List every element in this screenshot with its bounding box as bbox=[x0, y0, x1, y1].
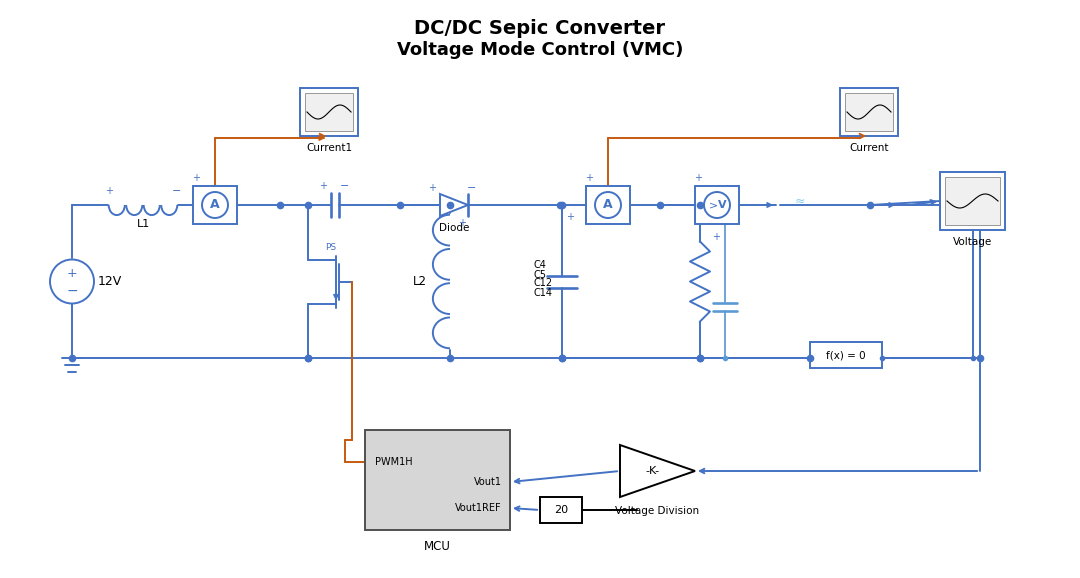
Text: L2: L2 bbox=[413, 275, 427, 288]
Text: +: + bbox=[458, 218, 465, 228]
Text: +: + bbox=[319, 181, 327, 191]
Text: Vout1REF: Vout1REF bbox=[456, 503, 502, 513]
Bar bbox=[810, 342, 882, 368]
Bar bbox=[840, 88, 897, 136]
Text: V: V bbox=[718, 200, 727, 210]
Text: Diode: Diode bbox=[438, 223, 469, 233]
Bar bbox=[696, 186, 739, 224]
Text: f(x) = 0: f(x) = 0 bbox=[826, 350, 866, 360]
Bar bbox=[940, 172, 1005, 230]
Text: ≈: ≈ bbox=[795, 195, 806, 208]
Bar bbox=[300, 88, 357, 136]
Text: Voltage Division: Voltage Division bbox=[616, 506, 700, 516]
Text: Current1: Current1 bbox=[306, 143, 352, 153]
Text: L1: L1 bbox=[136, 219, 150, 229]
Text: +: + bbox=[694, 173, 702, 183]
Text: +: + bbox=[566, 212, 573, 222]
Text: +: + bbox=[428, 183, 436, 193]
Text: Voltage: Voltage bbox=[953, 237, 993, 247]
Bar bbox=[305, 93, 353, 131]
Text: C4: C4 bbox=[534, 261, 546, 271]
Text: C14: C14 bbox=[534, 287, 553, 298]
Polygon shape bbox=[440, 194, 468, 216]
Bar bbox=[586, 186, 630, 224]
Text: −: − bbox=[173, 186, 181, 196]
Text: +: + bbox=[585, 173, 593, 183]
Text: −: − bbox=[340, 181, 350, 191]
Text: +: + bbox=[712, 232, 720, 243]
Text: C5: C5 bbox=[534, 269, 546, 280]
Text: -K-: -K- bbox=[646, 466, 660, 476]
Circle shape bbox=[202, 192, 228, 218]
Polygon shape bbox=[620, 445, 696, 497]
Text: PWM1H: PWM1H bbox=[375, 457, 413, 467]
Circle shape bbox=[595, 192, 621, 218]
Text: 20: 20 bbox=[554, 505, 568, 515]
Text: −: − bbox=[66, 283, 78, 298]
Text: A: A bbox=[211, 198, 220, 212]
Text: Current: Current bbox=[849, 143, 889, 153]
Text: A: A bbox=[604, 198, 612, 212]
Text: Voltage Mode Control (VMC): Voltage Mode Control (VMC) bbox=[396, 41, 684, 59]
Text: +: + bbox=[105, 186, 113, 196]
Text: +: + bbox=[67, 267, 78, 280]
Text: MCU: MCU bbox=[424, 540, 451, 553]
Bar bbox=[365, 430, 510, 530]
Bar bbox=[540, 497, 582, 523]
Text: PS: PS bbox=[325, 243, 337, 251]
Text: DC/DC Sepic Converter: DC/DC Sepic Converter bbox=[415, 18, 665, 38]
Circle shape bbox=[50, 260, 94, 303]
Text: Vout1: Vout1 bbox=[474, 477, 502, 487]
Text: −: − bbox=[468, 183, 476, 193]
Bar bbox=[193, 186, 237, 224]
Circle shape bbox=[704, 192, 730, 218]
Text: 12V: 12V bbox=[98, 275, 122, 288]
Text: >: > bbox=[710, 200, 718, 210]
Bar bbox=[845, 93, 893, 131]
Text: +: + bbox=[192, 173, 200, 183]
Bar bbox=[945, 177, 1000, 225]
Text: C12: C12 bbox=[534, 279, 553, 288]
